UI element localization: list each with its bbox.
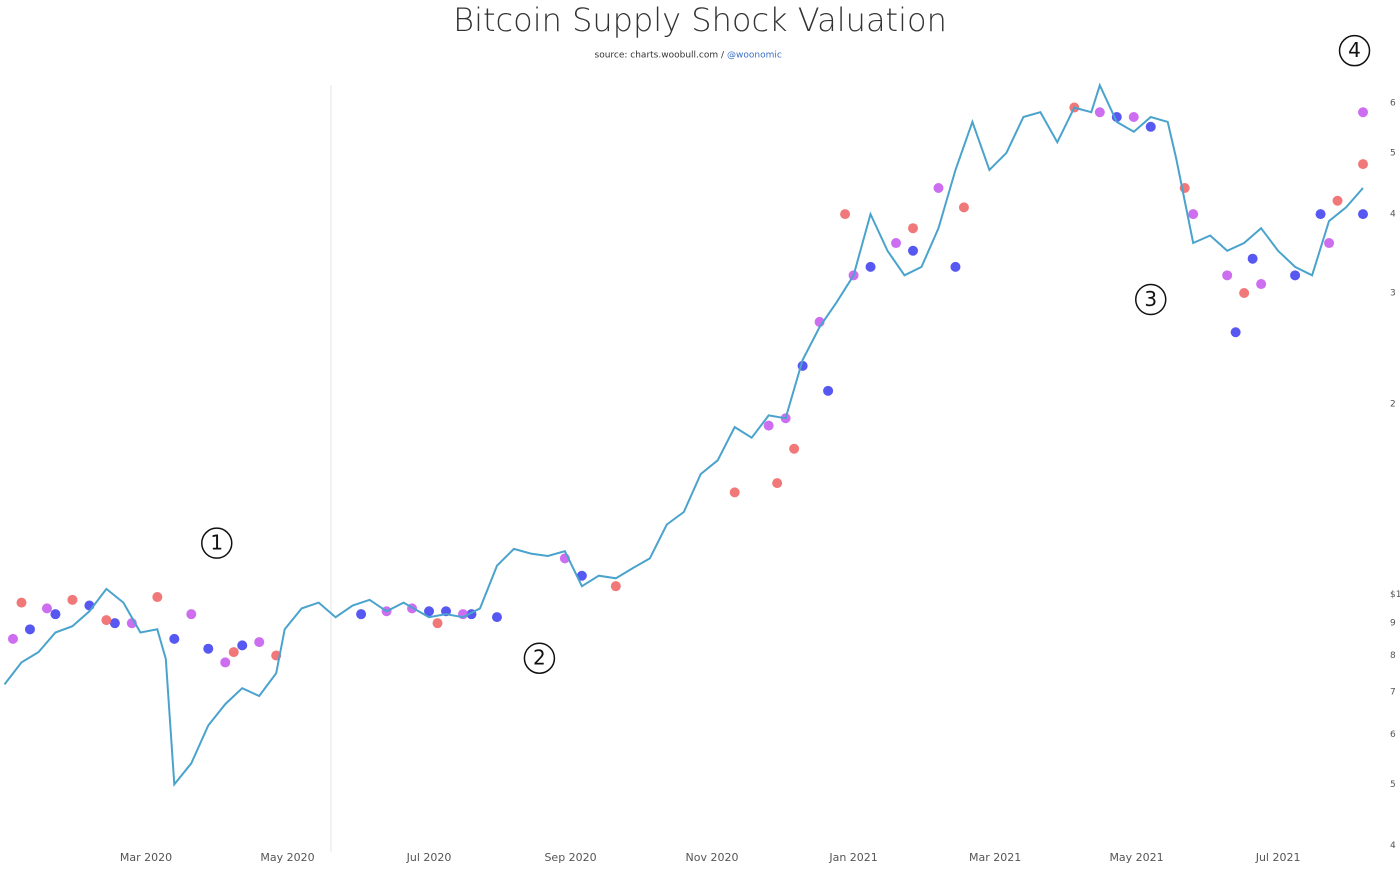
valuation-dot xyxy=(1315,209,1326,220)
valuation-dot xyxy=(1247,253,1258,264)
valuation-dot xyxy=(933,182,944,193)
valuation-dot xyxy=(789,443,800,454)
valuation-dot xyxy=(41,603,52,614)
y-tick-label: 6 xyxy=(1390,98,1396,108)
valuation-dot xyxy=(237,640,248,651)
x-tick-label: Mar 2021 xyxy=(969,851,1021,864)
valuation-dot xyxy=(891,238,902,249)
valuation-dot xyxy=(1290,270,1301,281)
x-tick-label: May 2021 xyxy=(1109,851,1163,864)
valuation-dot xyxy=(424,606,435,617)
annotation-circle xyxy=(1134,283,1167,316)
annotation-circle xyxy=(1338,34,1371,67)
valuation-dot xyxy=(840,209,851,220)
annotation-label: 3 xyxy=(1144,287,1157,311)
y-tick-label: 9 xyxy=(1390,619,1396,629)
valuation-dot xyxy=(1256,279,1267,290)
y-tick-label: 7 xyxy=(1390,688,1396,698)
valuation-dot xyxy=(950,261,961,272)
valuation-dot xyxy=(24,624,35,635)
valuation-dot xyxy=(254,637,265,648)
valuation-dot xyxy=(576,570,587,581)
valuation-dot xyxy=(1358,209,1369,220)
chart-author: @woonomic xyxy=(727,51,782,61)
y-tick-label: 8 xyxy=(1390,651,1396,661)
annotation-circle xyxy=(523,642,556,674)
valuation-dot xyxy=(772,478,783,489)
valuation-dot xyxy=(203,643,214,654)
valuation-dot xyxy=(1094,107,1105,118)
annotation-label: 2 xyxy=(533,646,546,670)
valuation-dot xyxy=(908,223,919,234)
chart-source: source: charts.woobull.com / xyxy=(595,51,725,61)
valuation-dot xyxy=(16,597,27,608)
y-tick-label: $1 xyxy=(1390,590,1400,600)
valuation-dot xyxy=(7,633,18,644)
valuation-dot xyxy=(1324,238,1335,249)
x-tick-label: Sep 2020 xyxy=(544,851,596,864)
valuation-dot xyxy=(1239,288,1250,299)
y-tick-label: 5 xyxy=(1390,148,1396,158)
valuation-dot xyxy=(169,633,180,644)
valuation-dot xyxy=(1358,107,1369,118)
x-tick-label: Jul 2020 xyxy=(406,851,452,864)
valuation-dot xyxy=(356,609,367,620)
valuation-dot xyxy=(228,647,239,658)
y-tick-label: 6 xyxy=(1390,730,1396,740)
valuation-dot xyxy=(101,615,112,626)
annotation-label: 1 xyxy=(210,531,223,555)
valuation-dot xyxy=(823,385,834,396)
valuation-dot xyxy=(865,261,876,272)
valuation-dot xyxy=(1128,112,1139,123)
chart-title: Bitcoin Supply Shock Valuation xyxy=(453,1,947,39)
price-line xyxy=(3,82,1364,788)
annotation-label: 4 xyxy=(1348,38,1361,62)
valuation-dot xyxy=(908,245,919,256)
valuation-dot xyxy=(1145,121,1156,132)
valuation-dot xyxy=(220,657,231,668)
valuation-dot xyxy=(1230,327,1241,338)
x-tick-label: Jan 2021 xyxy=(828,851,877,864)
y-tick-label: 2 xyxy=(1390,400,1396,410)
y-tick-label: 3 xyxy=(1390,289,1396,299)
valuation-dot xyxy=(67,594,78,605)
valuation-dot xyxy=(1188,209,1199,220)
valuation-dot xyxy=(109,618,120,629)
annotation-circle xyxy=(201,527,233,559)
valuation-dot xyxy=(1222,270,1233,281)
y-tick-label: 5 xyxy=(1390,780,1396,790)
valuation-dot xyxy=(491,612,502,623)
x-tick-label: Mar 2020 xyxy=(120,851,172,864)
valuation-dot xyxy=(50,609,61,620)
valuation-dot xyxy=(1358,159,1369,170)
valuation-dot xyxy=(432,618,443,629)
x-tick-label: Nov 2020 xyxy=(686,851,739,864)
valuation-dot xyxy=(1332,195,1343,206)
valuation-dot xyxy=(958,202,969,213)
x-tick-label: Jul 2021 xyxy=(1255,851,1301,864)
valuation-dot xyxy=(152,592,163,603)
valuation-dot xyxy=(763,420,774,431)
valuation-dot xyxy=(186,609,197,620)
y-tick-label: 4 xyxy=(1390,210,1396,220)
valuation-dot xyxy=(610,581,621,592)
y-tick-label: 4 xyxy=(1390,841,1396,851)
valuation-dot xyxy=(729,487,740,498)
x-tick-label: May 2020 xyxy=(260,851,314,864)
